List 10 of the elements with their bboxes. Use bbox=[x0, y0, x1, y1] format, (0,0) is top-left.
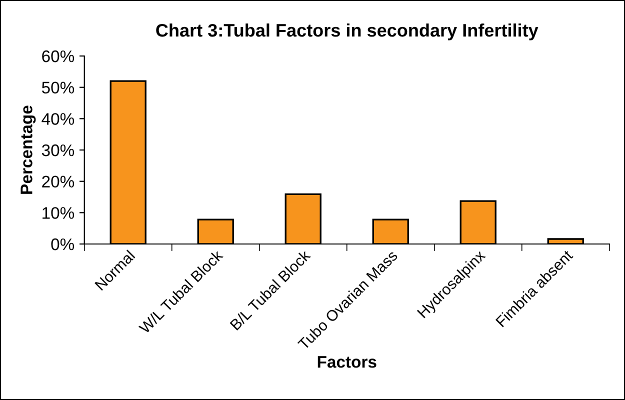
y-axis-title: Percentage bbox=[20, 106, 36, 194]
y-tick-label: 40% bbox=[42, 113, 74, 125]
y-tick-label: 50% bbox=[42, 82, 74, 94]
chart-title: Chart 3:Tubal Factors in secondary Infertility bbox=[156, 23, 538, 40]
y-tick-label: 0% bbox=[51, 238, 74, 250]
y-tick-label: 30% bbox=[42, 144, 74, 156]
y-tick-label: 10% bbox=[42, 207, 74, 219]
y-tick-label: 60% bbox=[42, 50, 74, 62]
y-tick-label: 20% bbox=[42, 176, 74, 188]
x-axis-title: Factors bbox=[318, 356, 376, 368]
